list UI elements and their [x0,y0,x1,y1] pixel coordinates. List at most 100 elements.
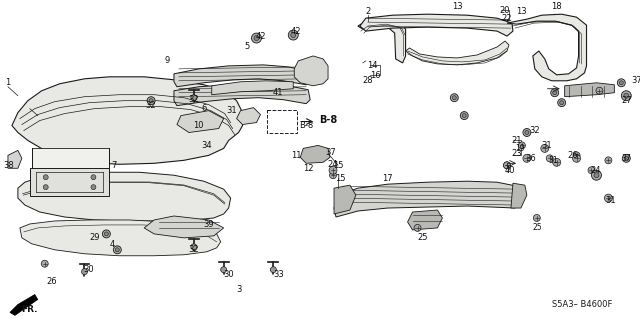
Circle shape [91,175,96,180]
Circle shape [553,158,561,166]
Circle shape [329,166,337,174]
Circle shape [44,185,48,190]
Text: 25: 25 [417,234,428,242]
Text: 41: 41 [273,88,284,97]
Polygon shape [30,168,109,196]
Circle shape [605,157,612,164]
Text: 27: 27 [621,96,632,105]
Polygon shape [408,210,442,230]
Text: 42: 42 [255,32,266,41]
Polygon shape [8,150,22,168]
Circle shape [252,33,262,43]
Text: 30: 30 [83,265,94,274]
Circle shape [557,99,566,107]
Text: FR.: FR. [22,305,38,314]
Text: 4: 4 [109,240,115,249]
Polygon shape [300,145,330,163]
Polygon shape [507,14,586,81]
Text: 28: 28 [362,76,373,85]
Polygon shape [177,111,223,132]
Circle shape [452,96,456,100]
Circle shape [533,214,540,221]
Circle shape [460,112,468,120]
Circle shape [551,89,559,97]
Polygon shape [564,83,614,97]
Circle shape [81,269,88,275]
Circle shape [553,91,557,95]
Text: 19: 19 [515,144,525,153]
Text: 32: 32 [529,126,540,135]
Circle shape [102,230,110,238]
Polygon shape [237,108,260,124]
Circle shape [504,162,511,169]
Text: 26: 26 [567,151,578,160]
Polygon shape [358,19,406,63]
Text: 32: 32 [189,245,199,254]
Text: 6: 6 [201,104,207,113]
Circle shape [618,79,625,87]
Text: 37: 37 [631,76,640,85]
Text: 24: 24 [328,160,339,169]
Circle shape [254,35,259,41]
Text: 39: 39 [204,220,214,229]
Circle shape [115,248,119,252]
Text: 31: 31 [541,141,552,150]
Circle shape [541,145,548,152]
Text: 24: 24 [590,166,601,175]
Circle shape [588,167,595,174]
Circle shape [113,246,122,254]
Text: 7: 7 [111,161,117,170]
Text: 18: 18 [552,2,562,11]
Text: 31: 31 [549,156,559,165]
Circle shape [559,101,564,105]
Circle shape [620,81,623,85]
Text: 9: 9 [164,56,170,65]
Circle shape [504,162,511,169]
Text: 14: 14 [367,61,378,70]
Circle shape [149,99,153,103]
Text: 31: 31 [227,106,237,115]
Text: 23: 23 [511,149,522,158]
Circle shape [191,244,197,250]
Text: 40: 40 [505,166,515,175]
Text: 33: 33 [273,270,284,279]
Text: 34: 34 [202,141,212,150]
Circle shape [191,95,197,101]
Circle shape [624,93,628,98]
Polygon shape [334,185,356,214]
Polygon shape [212,81,293,95]
Text: 16: 16 [371,71,381,80]
Text: 11: 11 [291,151,301,160]
Circle shape [547,155,553,162]
Circle shape [41,260,48,267]
Text: 12: 12 [303,164,314,173]
Text: 26: 26 [46,277,57,286]
Polygon shape [294,56,328,86]
Text: 15: 15 [333,161,343,170]
Polygon shape [174,65,310,87]
Text: 30: 30 [223,270,234,279]
Circle shape [518,142,525,149]
Circle shape [604,194,612,202]
Circle shape [104,232,108,236]
Circle shape [221,267,227,273]
Circle shape [270,267,276,273]
Text: 10: 10 [193,121,204,130]
Circle shape [414,225,421,231]
Circle shape [596,87,603,94]
Polygon shape [32,148,109,178]
Text: 42: 42 [291,26,301,36]
Text: 31: 31 [605,196,616,204]
Circle shape [451,94,458,102]
Circle shape [523,129,531,137]
Text: B-8: B-8 [299,121,314,130]
Text: 13: 13 [452,2,463,11]
Circle shape [622,154,630,162]
Polygon shape [174,84,310,106]
Circle shape [624,156,628,160]
Text: 37: 37 [621,154,631,163]
Text: 37: 37 [326,148,337,157]
Text: 2: 2 [365,7,371,16]
Polygon shape [10,294,38,315]
Text: 1: 1 [5,78,11,87]
